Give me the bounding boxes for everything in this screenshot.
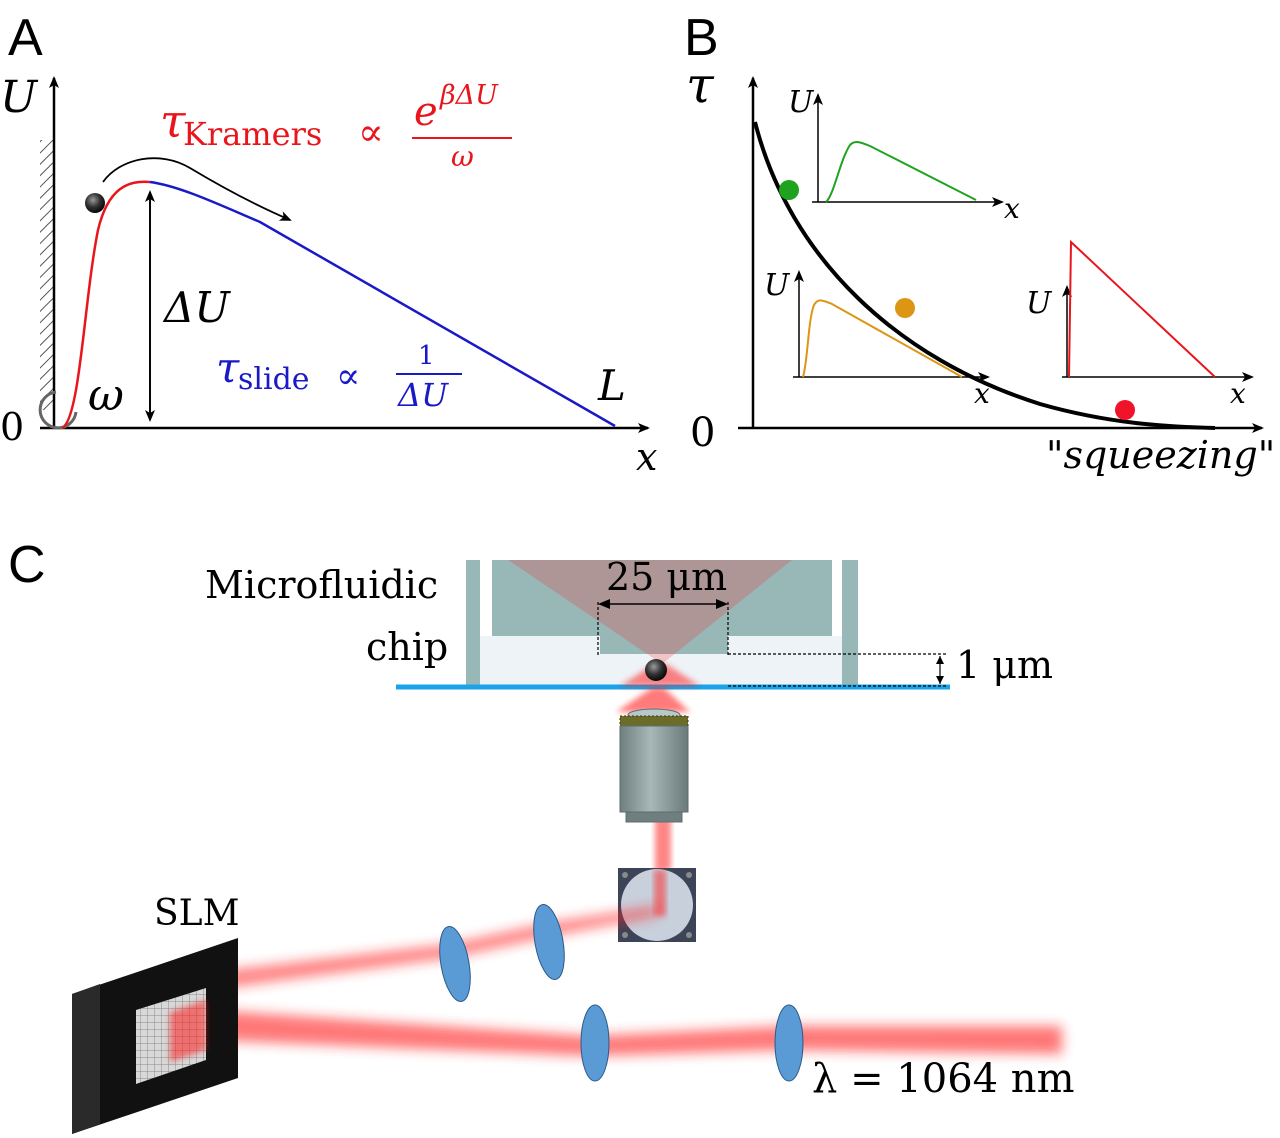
beam-cone-upper xyxy=(508,560,792,664)
width-dim-arrow-left xyxy=(598,599,610,609)
chip-left-wall xyxy=(466,560,480,686)
panel-b: B τ 0 "squeezing" U x U x xyxy=(684,9,1275,477)
inset-red-y-label: U xyxy=(1026,286,1053,321)
inset-green-x-label: x xyxy=(1004,192,1020,225)
origin-label: 0 xyxy=(0,405,24,449)
objective-body xyxy=(619,725,689,813)
slm-device xyxy=(72,938,238,1134)
panel-b-letter: B xyxy=(684,9,719,67)
kramers-denominator: ω xyxy=(451,140,474,173)
inset-green-curve xyxy=(825,141,977,203)
microscope-objective xyxy=(619,708,689,870)
slide-tau: τ xyxy=(216,343,240,392)
beam-cone-lower xyxy=(616,688,690,712)
kramers-numerator-base: e xyxy=(414,89,438,135)
inset-green: U x xyxy=(788,85,1020,225)
kramers-proportional: ∝ xyxy=(358,110,384,154)
panel-a: A U x 0 ω ΔU L τ Kramers ∝ e βΔU xyxy=(0,9,657,479)
omega-curvature-arc xyxy=(38,390,78,430)
inset-orange-y-label: U xyxy=(764,268,791,303)
mirror-screw xyxy=(622,872,628,878)
inset-green-y-label: U xyxy=(788,85,815,120)
particle xyxy=(85,193,105,213)
vertical-beam xyxy=(654,870,666,916)
length-label: L xyxy=(597,361,626,410)
height-dim-arrow-top xyxy=(936,656,944,664)
mirror-screw xyxy=(622,932,628,938)
chip-right-wall xyxy=(842,560,858,686)
chip-label-line2: chip xyxy=(366,625,448,669)
red-point xyxy=(1115,400,1135,420)
y-axis-label: U xyxy=(0,72,39,123)
inset-red: U x xyxy=(1026,239,1254,410)
escape-arrow xyxy=(102,157,292,221)
chip-ceiling xyxy=(492,560,832,636)
squeezing-label: "squeezing" xyxy=(1046,433,1275,477)
kramers-subscript: Kramers xyxy=(183,115,322,153)
wavelength-label: λ = 1064 nm xyxy=(812,1056,1075,1102)
slide-formula: τ slide ∝ 1 ΔU xyxy=(216,341,462,414)
potential-slide-curve xyxy=(149,180,616,428)
slm-label: SLM xyxy=(154,893,239,934)
objective-beam xyxy=(655,818,671,870)
green-point xyxy=(779,180,799,200)
kramers-formula: τ Kramers ∝ e βΔU ω xyxy=(160,80,512,173)
inset-orange-x-label: x xyxy=(974,377,990,410)
chip-label-line1: Microfluidic xyxy=(205,563,438,607)
hard-wall xyxy=(40,140,54,410)
slide-numerator: 1 xyxy=(418,341,435,371)
width-label: 25 μm xyxy=(606,555,727,599)
barrier-label: ΔU xyxy=(162,283,231,332)
orange-point xyxy=(895,298,915,318)
x-axis-label: x xyxy=(636,435,657,479)
objective-base xyxy=(625,811,683,823)
tau-axis-label: τ xyxy=(686,56,715,114)
objective-knurl xyxy=(620,716,688,726)
chip-step xyxy=(600,636,728,654)
height-dim-arrow-bottom xyxy=(936,676,944,684)
inset-orange: U x xyxy=(764,268,990,410)
inset-orange-curve xyxy=(802,299,963,378)
kramers-numerator-exponent: βΔU xyxy=(439,80,499,111)
slm-illuminated-region xyxy=(170,1000,206,1062)
slm-side xyxy=(72,984,100,1134)
panel-a-letter: A xyxy=(8,9,43,67)
trapped-particle xyxy=(645,659,667,681)
slide-subscript: slide xyxy=(238,362,310,397)
lower-beam xyxy=(210,1010,1062,1056)
kramers-tau: τ xyxy=(160,94,187,148)
slide-proportional: ∝ xyxy=(336,356,360,397)
panel-c-letter: C xyxy=(8,536,46,594)
width-dim-arrow-right xyxy=(716,599,728,609)
inset-red-x-label: x xyxy=(1230,377,1246,410)
potential-rise-curve xyxy=(61,180,151,430)
height-label: 1 μm xyxy=(956,643,1053,687)
mirror-screw xyxy=(686,872,692,878)
lens-1 xyxy=(439,925,471,1003)
slide-denominator: ΔU xyxy=(396,376,449,414)
omega-label: ω xyxy=(88,370,124,421)
upper-beam xyxy=(210,906,660,990)
lens-4 xyxy=(774,1004,804,1082)
mirror-screw xyxy=(686,932,692,938)
lens-3 xyxy=(580,1004,610,1082)
panel-c: C 25 μm 1 μm Microfluidic chip xyxy=(8,536,1075,1134)
panel-b-origin-label: 0 xyxy=(690,410,715,456)
lens-2 xyxy=(533,903,565,981)
inset-red-curve xyxy=(1068,239,1216,378)
tau-decay-curve xyxy=(753,121,1216,430)
